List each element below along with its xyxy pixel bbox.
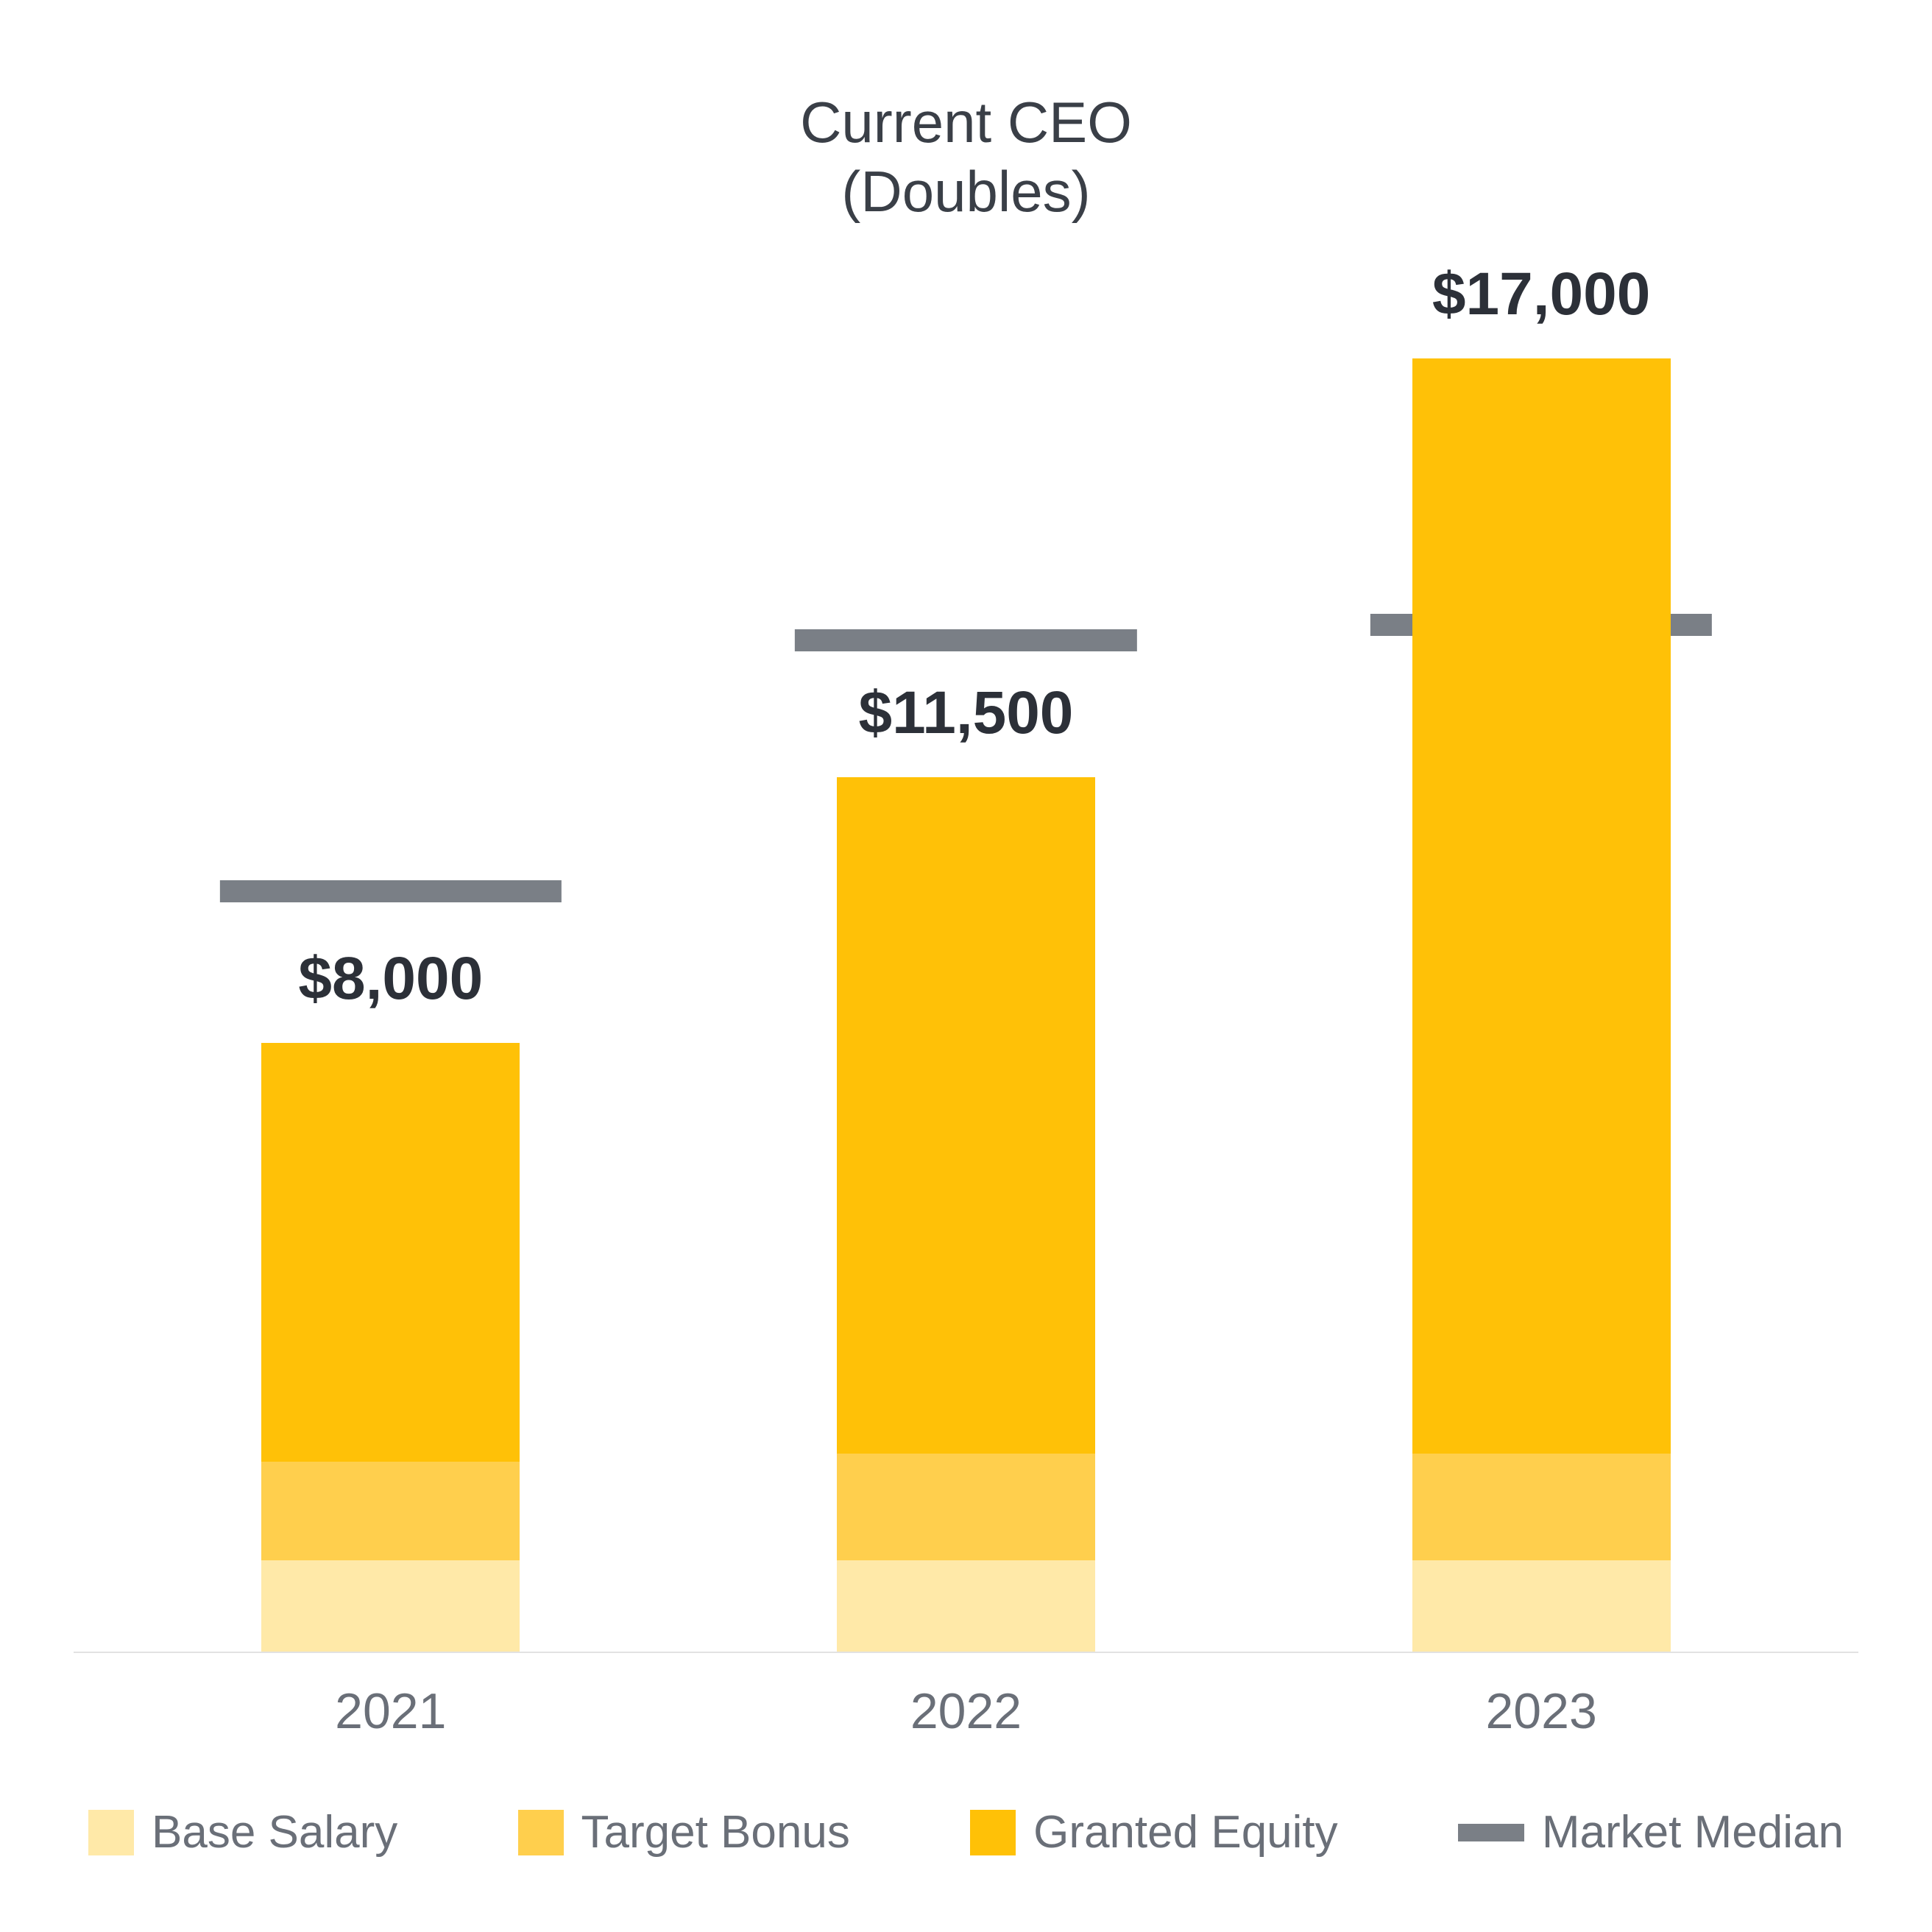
legend-item-market-median: Market Median	[1458, 1806, 1844, 1858]
bar-stack	[837, 777, 1095, 1652]
segment-granted-equity	[1412, 358, 1671, 1454]
bar-stack	[1412, 358, 1671, 1652]
segment-granted-equity	[261, 1043, 520, 1461]
bar-group-2021: $8,000	[201, 358, 581, 1652]
x-axis-label: 2021	[201, 1682, 581, 1740]
legend-swatch	[1458, 1824, 1524, 1841]
segment-target-bonus	[837, 1454, 1095, 1560]
chart-container: Current CEO (Doubles) $8,000 $11,500 $17,0…	[0, 0, 1932, 1932]
segment-base-salary	[1412, 1560, 1671, 1652]
title-line-2: (Doubles)	[841, 159, 1090, 224]
bar-group-2022: $11,500	[776, 358, 1156, 1652]
chart-title: Current CEO (Doubles)	[74, 88, 1858, 226]
legend-label: Market Median	[1542, 1806, 1844, 1858]
segment-target-bonus	[1412, 1454, 1671, 1560]
legend-item-granted-equity: Granted Equity	[970, 1806, 1338, 1858]
legend-label: Base Salary	[152, 1806, 397, 1858]
bar-stack	[261, 1043, 520, 1652]
segment-target-bonus	[261, 1462, 520, 1560]
bar-group-2023: $17,000	[1351, 358, 1731, 1652]
legend-item-target-bonus: Target Bonus	[518, 1806, 850, 1858]
legend-label: Granted Equity	[1033, 1806, 1338, 1858]
data-label: $11,500	[859, 679, 1074, 748]
data-label: $8,000	[298, 944, 483, 1013]
x-axis-label: 2022	[776, 1682, 1156, 1740]
segment-granted-equity	[837, 777, 1095, 1454]
legend-swatch	[88, 1810, 134, 1855]
data-label: $17,000	[1432, 260, 1650, 329]
x-axis-label: 2023	[1351, 1682, 1731, 1740]
x-axis-labels: 2021 2022 2023	[74, 1653, 1858, 1740]
plot-area: $8,000 $11,500 $17,000	[74, 358, 1858, 1653]
legend-swatch	[970, 1810, 1016, 1855]
segment-base-salary	[837, 1560, 1095, 1652]
legend-swatch	[518, 1810, 564, 1855]
segment-base-salary	[261, 1560, 520, 1652]
chart-area: $8,000 $11,500 $17,000 2021 2022 2023 Base S…	[74, 358, 1858, 1858]
legend-item-base-salary: Base Salary	[88, 1806, 397, 1858]
market-median-marker	[795, 629, 1136, 651]
market-median-marker	[220, 880, 562, 902]
title-line-1: Current CEO	[800, 90, 1132, 155]
legend: Base Salary Target Bonus Granted Equity Mar…	[74, 1740, 1858, 1858]
legend-label: Target Bonus	[581, 1806, 850, 1858]
